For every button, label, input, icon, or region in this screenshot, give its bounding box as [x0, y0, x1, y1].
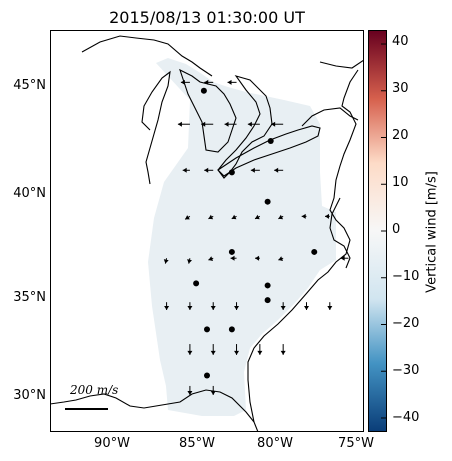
- wind-vector: [303, 302, 309, 310]
- lat-tick-35: 35°N: [13, 290, 46, 305]
- wind-vector: [210, 385, 216, 395]
- wind-vector: [204, 167, 214, 173]
- wind-vector: [227, 79, 237, 85]
- cbar-tick-minus30: −30: [392, 363, 420, 378]
- wind-vector: [230, 255, 237, 261]
- wind-vector: [187, 385, 193, 395]
- station-dot: [267, 137, 274, 144]
- station-dot: [193, 280, 200, 287]
- wind-vector: [177, 121, 190, 127]
- wind-vector: [234, 302, 240, 310]
- wind-vector: [210, 302, 216, 310]
- shaded-field: [148, 58, 336, 416]
- chesapeake-coast: [329, 197, 351, 269]
- wind-vectors: [163, 79, 349, 395]
- lat-tick-40: 40°N: [13, 186, 46, 201]
- wind-vector: [340, 255, 349, 261]
- wind-vector: [234, 344, 240, 355]
- cbar-tick-40: 40: [392, 34, 409, 49]
- wind-vector: [327, 302, 333, 310]
- station-dot: [228, 248, 235, 255]
- wind-vector: [164, 302, 170, 310]
- wind-vector: [280, 302, 286, 310]
- colorbar: [368, 30, 387, 432]
- wind-vector: [231, 214, 237, 220]
- cbar-tick-20: 20: [392, 128, 409, 143]
- gulf-coast: [50, 389, 255, 423]
- station-dot: [311, 248, 318, 255]
- cbar-tick-minus40: −40: [392, 410, 420, 425]
- wind-vector: [247, 121, 260, 127]
- wind-vector: [301, 213, 307, 219]
- lon-tick-80: 80°W: [257, 436, 293, 451]
- lake-huron-coast: [217, 75, 273, 179]
- colorbar-label: Vertical wind [m/s]: [424, 171, 440, 293]
- lat-tick-45: 45°N: [13, 78, 46, 93]
- lon-tick-90: 90°W: [94, 436, 130, 451]
- lake-michigan-coast: [141, 70, 171, 185]
- coastlines: [50, 35, 364, 432]
- map-title: 2015/08/13 01:30:00 UT: [109, 8, 305, 27]
- wind-vector: [163, 258, 169, 264]
- scale-arrow: 200 m/s: [65, 383, 118, 410]
- station-dot: [228, 326, 235, 333]
- wind-vector: [182, 167, 190, 173]
- wind-vector: [204, 79, 214, 85]
- cbar-tick-30: 30: [392, 81, 409, 96]
- st-lawrence-coast: [319, 59, 364, 69]
- lake-erie-coast: [217, 125, 321, 177]
- wind-vector: [274, 167, 284, 173]
- wind-vector: [271, 121, 284, 127]
- cbar-tick-minus20: −20: [392, 316, 420, 331]
- wind-vector: [201, 121, 214, 127]
- atlantic-coast: [247, 69, 359, 432]
- observation-stations: [193, 87, 318, 379]
- wind-vector: [210, 344, 216, 355]
- map-frame: [50, 30, 364, 432]
- station-dot: [264, 282, 271, 289]
- wind-vector: [208, 214, 214, 220]
- wind-vector: [187, 302, 193, 310]
- station-dot: [200, 87, 207, 94]
- wind-vector: [255, 255, 260, 261]
- wind-vector: [180, 79, 190, 85]
- wind-vector: [187, 344, 193, 355]
- colorbar-tick-marks: [381, 43, 387, 419]
- wind-vector: [250, 167, 260, 173]
- station-dot: [228, 169, 235, 176]
- wind-vector: [208, 256, 214, 261]
- wind-vector: [278, 214, 284, 220]
- wind-vector: [187, 258, 193, 264]
- station-dot: [264, 198, 271, 205]
- station-dot: [264, 297, 271, 304]
- cbar-tick-0: 0: [392, 222, 401, 237]
- lat-tick-30: 30°N: [13, 388, 46, 403]
- lon-tick-75: 75°W: [338, 436, 374, 451]
- station-dot: [204, 326, 210, 333]
- cbar-tick-minus10: −10: [392, 269, 420, 284]
- lake-superior-coast: [81, 35, 213, 77]
- wind-field-region: [148, 58, 336, 416]
- station-dot: [204, 372, 210, 379]
- wind-vector: [278, 256, 284, 261]
- lon-tick-85: 85°W: [179, 436, 215, 451]
- wind-vector: [280, 344, 286, 355]
- cbar-tick-10: 10: [392, 175, 409, 190]
- wind-vector: [257, 344, 263, 355]
- scale-label: 200 m/s: [69, 383, 118, 397]
- lake-ontario-coast: [301, 107, 359, 127]
- wind-vector: [224, 121, 237, 127]
- wind-vector: [184, 215, 191, 220]
- wind-vector: [325, 213, 330, 219]
- wind-vector: [254, 214, 261, 220]
- map-panel: 200 m/s: [50, 30, 364, 432]
